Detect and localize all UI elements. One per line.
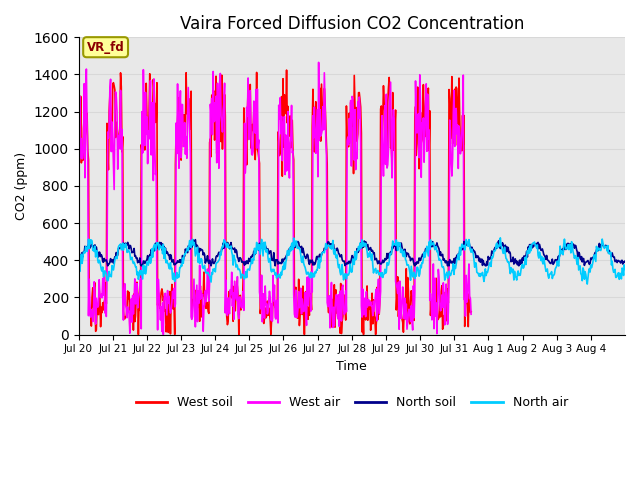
North soil [621,258,629,264]
West air [287,134,294,140]
North soil [268,257,275,263]
Title: Vaira Forced Diffusion CO2 Concentration: Vaira Forced Diffusion CO2 Concentration [180,15,524,33]
North soil [104,263,111,269]
West air [239,288,247,294]
North air [408,269,416,275]
West soil [287,145,294,151]
North soil [241,263,248,268]
North soil [289,246,296,252]
West air [439,305,447,311]
North air [621,266,629,272]
Y-axis label: CO2 (ppm): CO2 (ppm) [15,152,28,220]
West soil [139,147,147,153]
North air [439,264,447,270]
North air [266,255,274,261]
Line: West air: West air [79,62,471,335]
North air [239,272,247,278]
West soil [239,276,247,282]
North soil [140,258,147,264]
North soil [75,257,83,263]
X-axis label: Time: Time [337,360,367,373]
North air [497,235,504,241]
West soil [266,317,274,323]
North soil [440,256,448,262]
Line: West soil: West soil [79,70,471,335]
North air [139,276,147,282]
West soil [75,138,83,144]
Line: North air: North air [79,238,625,284]
West air [408,318,416,324]
North air [75,264,83,270]
West soil [439,326,447,332]
North soil [410,259,417,264]
Legend: West soil, West air, North soil, North air: West soil, West air, North soil, North a… [131,391,573,414]
West air [266,294,274,300]
North soil [191,237,199,242]
West soil [408,293,416,299]
North air [584,281,591,287]
West air [139,150,147,156]
Line: North soil: North soil [79,240,625,266]
Text: VR_fd: VR_fd [87,41,124,54]
North air [287,248,294,254]
West air [75,144,83,150]
